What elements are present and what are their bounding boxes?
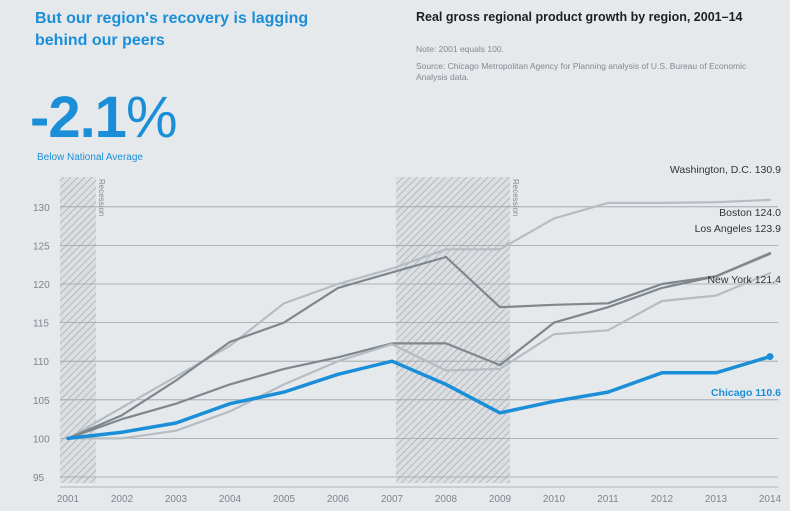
series-label-los-angeles: Los Angeles 123.9 xyxy=(695,223,782,235)
x-tick-label: 2009 xyxy=(489,494,512,505)
x-tick-label: 2003 xyxy=(165,494,188,505)
grid-layer: 95 100 105 110 115 120 125 130 2001 2002 2003 2004 2… xyxy=(33,203,782,505)
series-label-chicago: Chicago 110.6 xyxy=(711,387,781,399)
series-line-washington-d-c xyxy=(66,198,772,440)
series-label-boston: Boston 124.0 xyxy=(719,207,781,219)
series-line-new-york xyxy=(66,272,772,440)
chart-title: Real gross regional product growth by re… xyxy=(416,10,743,24)
series-line-boston xyxy=(66,252,772,440)
x-tick-label: 2002 xyxy=(111,494,134,505)
x-tick-label: 2011 xyxy=(597,494,619,505)
series-line-chicago xyxy=(66,354,772,441)
x-tick-label: 2005 xyxy=(273,494,296,505)
chart-source: Source: Chicago Metropolitan Agency for … xyxy=(416,61,747,82)
big-stat: -2.1% xyxy=(30,85,178,150)
x-tick-label: 2008 xyxy=(435,494,458,505)
x-tick-label: 2007 xyxy=(381,494,404,505)
x-tick-label: 2014 xyxy=(759,494,782,505)
series-line-los-angeles xyxy=(66,252,772,440)
y-tick-label: 115 xyxy=(33,319,49,330)
x-tick-label: 2006 xyxy=(327,494,350,505)
series-end-dot xyxy=(766,353,774,361)
x-tick-label: 2013 xyxy=(705,494,728,505)
x-tick-label: 2010 xyxy=(543,494,566,505)
recession-layer: Recession Recession xyxy=(60,177,520,483)
series-layer xyxy=(66,198,774,441)
x-tick-label: 2012 xyxy=(651,494,674,505)
y-tick-label: 100 xyxy=(33,434,50,445)
series-label-new-york: New York 121.4 xyxy=(707,274,781,286)
stat-unit: % xyxy=(125,85,178,150)
x-tick-label: 2001 xyxy=(57,494,80,505)
x-tick-label: 2004 xyxy=(219,494,242,505)
label-layer: Washington, D.C. 130.9 Boston 124.0 Los An… xyxy=(670,164,781,399)
recession-band xyxy=(396,177,510,483)
y-tick-label: 120 xyxy=(33,280,50,291)
chart-note: Note: 2001 equals 100. xyxy=(416,44,504,54)
recession-label: Recession xyxy=(511,179,520,216)
y-tick-label: 105 xyxy=(33,396,50,407)
chart-note-block: Note: 2001 equals 100. Source: Chicago M… xyxy=(416,44,766,83)
recession-label: Recession xyxy=(97,179,106,216)
y-tick-label: 110 xyxy=(33,357,49,368)
y-tick-label: 130 xyxy=(33,203,50,214)
y-tick-label: 95 xyxy=(33,473,45,484)
stat-caption: Below National Average xyxy=(37,152,143,163)
stat-value: -2.1 xyxy=(30,85,127,150)
y-tick-label: 125 xyxy=(33,241,50,252)
headline: But our region's recovery is lagging beh… xyxy=(35,10,309,49)
series-label-washington-d-c: Washington, D.C. 130.9 xyxy=(670,164,781,176)
